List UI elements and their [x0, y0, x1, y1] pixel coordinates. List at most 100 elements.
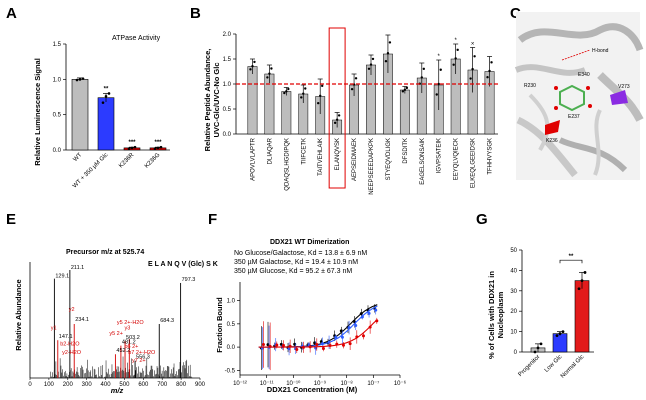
chart-b-ytick-label: 1.5 — [223, 57, 232, 63]
chart-e-xtick-label: 400 — [101, 382, 112, 388]
chart-b-point — [249, 68, 252, 71]
chart-a-point — [153, 147, 157, 150]
chart-b-significance: * — [438, 54, 441, 60]
chart-e-peak-label: 452.2 — [116, 348, 130, 354]
chart-e-peak-label: 147.1 — [59, 334, 73, 340]
chart-b-point — [337, 114, 341, 117]
chart-g-ytick-label: 20 — [510, 309, 517, 315]
chart-b-xtick-label: DFSDITK — [403, 138, 409, 164]
panel-label-f: F — [208, 211, 217, 228]
chart-f-point — [301, 345, 305, 349]
chart-b-significance: * — [454, 38, 457, 44]
chart-g-ytick-label: 30 — [510, 289, 517, 295]
chart-b-xtick-label: IGVPSATEIK — [437, 138, 443, 173]
chart-f-point — [355, 335, 359, 339]
chart-e-title: Precursor m/z at 525.74 — [66, 249, 144, 256]
chart-a-ytick-label: 1.0 — [53, 77, 62, 83]
chart-f-point — [315, 343, 319, 347]
chart-e-xtick-label: 800 — [176, 382, 187, 388]
chart-g-ytick-label: 10 — [510, 330, 517, 336]
chart-g-significance-bracket — [559, 259, 583, 264]
chart-e-peak-label: 797.3 — [182, 277, 196, 283]
label-e340: E340 — [578, 72, 590, 78]
panel-label-b: B — [190, 5, 201, 22]
chart-f-point — [275, 343, 279, 347]
chart-f-ytick-label: 1.0 — [227, 299, 236, 305]
chart-e-xtick-label: 300 — [82, 382, 93, 388]
chart-b-point — [369, 63, 373, 66]
chart-e-ion-label: y7 2+ — [132, 358, 146, 364]
chart-e-peak-label: 129.1 — [55, 274, 69, 280]
chart-a-point — [101, 101, 105, 104]
chart-b-point — [388, 41, 392, 44]
chart-b-bar — [247, 66, 258, 135]
chart-g-point — [536, 346, 540, 350]
chart-a-ytick-label: 0.5 — [53, 113, 62, 119]
label-r230: R230 — [524, 83, 536, 89]
chart-b-point — [333, 121, 337, 125]
chart-b-point — [386, 52, 390, 55]
chart-e-ylabel: Relative Abundance — [14, 279, 23, 350]
ribbon-loop-1 — [528, 93, 550, 152]
chart-b-point — [283, 91, 286, 95]
chart-b-point — [287, 87, 290, 91]
chart-b-point — [251, 65, 254, 68]
chart-e-xtick-label: 200 — [63, 382, 74, 388]
chart-f-point — [347, 326, 351, 330]
chart-f-point — [287, 347, 291, 351]
chart-f-point — [288, 344, 292, 348]
ribbon-loop-2 — [593, 109, 602, 176]
chart-g-point — [561, 330, 565, 333]
chart-f-point — [335, 342, 339, 346]
chart-b-xtick-label: QDAQSLHGDIPQK — [284, 138, 290, 191]
chart-b-xtick-label: TFHHVYSGK — [488, 138, 494, 175]
chart-b-point — [454, 57, 457, 60]
sugar-oxygen-2 — [586, 86, 590, 90]
chart-b-point — [473, 55, 476, 58]
chart-b-point — [437, 82, 440, 86]
chart-f-point — [340, 335, 344, 339]
chart-b-xtick-label: EAGELSONSAIK — [420, 138, 426, 185]
chart-e-peak-label: 211.1 — [71, 265, 84, 271]
label-k236: K236 — [546, 138, 558, 144]
chart-e-peak-label: 684.3 — [160, 318, 174, 324]
chart-b-xtick-label: NEEPSEEEDAPKPK — [369, 138, 375, 195]
sugar-oxygen-3 — [588, 104, 592, 108]
chart-g-point — [539, 342, 543, 346]
ribbon-helix-1 — [517, 23, 644, 52]
chart-b-point — [268, 72, 271, 75]
chart-a-point — [127, 147, 131, 150]
chart-a-significance: *** — [128, 140, 136, 146]
chart-b-point — [319, 94, 322, 98]
chart-a-point — [133, 145, 137, 149]
chart-a-ytick-label: 0.0 — [53, 148, 62, 154]
chart-e-ion-label: y1 — [51, 325, 57, 331]
chart-e: Precursor m/z at 525.74 E L A N Q V (Glc… — [14, 249, 218, 395]
chart-f-point — [281, 343, 285, 347]
chart-b-point — [456, 48, 459, 52]
chart-b-point — [317, 101, 320, 105]
chart-e-xlabel: m/z — [111, 386, 124, 395]
chart-f-ytick-label: -0.5 — [225, 368, 236, 374]
chart-a-xtick-label: K236G — [144, 152, 162, 170]
chart-f-point — [266, 343, 270, 347]
chart-a-bar — [71, 79, 89, 151]
label-v273: V273 — [618, 84, 630, 90]
chart-e-xtick-label: 700 — [157, 382, 168, 388]
chart-g-ytick-label: 0 — [514, 350, 518, 356]
chart-b-xtick-label: TIIFCETK — [301, 138, 307, 165]
chart-a-point — [159, 145, 163, 149]
chart-b-ytick-label: 2.0 — [223, 32, 232, 38]
chart-b-bar — [399, 89, 410, 135]
k236-residue — [545, 120, 560, 135]
chart-f-point — [360, 315, 364, 319]
chart-f-point — [368, 325, 372, 329]
chart-e-xtick-label: 900 — [195, 382, 206, 388]
chart-a-point — [130, 146, 134, 150]
chart-b-point — [253, 60, 256, 64]
chart-g-point — [533, 350, 537, 354]
chart-b-ytick-label: 0.0 — [223, 132, 232, 138]
chart-b-point — [384, 60, 388, 63]
chart-b-highlight-box — [328, 27, 346, 189]
chart-f-xtick-label: 10⁻⁹ — [314, 380, 327, 387]
